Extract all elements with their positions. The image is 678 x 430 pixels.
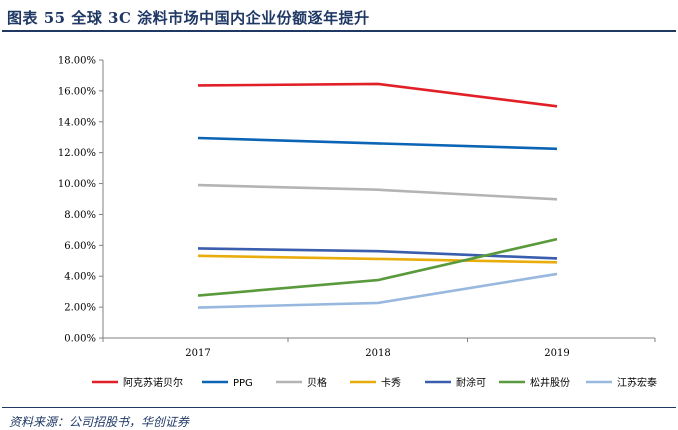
- series-line-6: [197, 237, 558, 297]
- y-tick-label: 4.00%: [64, 272, 96, 283]
- y-tick-label: 10.00%: [58, 179, 96, 190]
- y-tick-label: 6.00%: [64, 241, 96, 252]
- header-rule: [2, 30, 676, 32]
- y-tick-label: 12.00%: [58, 148, 96, 159]
- legend-label: 耐涂可: [456, 376, 486, 389]
- series-line-3: [197, 183, 558, 201]
- series-line-4: [197, 254, 558, 264]
- y-tick-label: 8.00%: [64, 210, 96, 221]
- line-chart: 0.00% 2.00% 4.00% 6.00% 8.00% 10.00% 12.00% 14.…: [58, 56, 657, 390]
- series-line-2: [197, 136, 558, 151]
- y-tick-label: 18.00%: [58, 56, 96, 67]
- source-rule: [2, 407, 676, 408]
- legend-label: 贝格: [307, 376, 327, 389]
- y-tick-label: 2.00%: [64, 303, 96, 314]
- series-layer: [197, 82, 558, 309]
- x-tick-label: 2018: [365, 348, 390, 359]
- y-axis: 0.00% 2.00% 4.00% 6.00% 8.00% 10.00% 12.00% 14.…: [58, 56, 104, 345]
- figure-source: 资料来源：公司招股书，华创证券: [9, 415, 190, 429]
- legend-label: 阿克苏诺贝尔: [123, 376, 183, 389]
- x-tick-label: 2017: [185, 348, 210, 359]
- x-tick-label: 2019: [544, 348, 569, 359]
- series-line-1: [197, 82, 558, 108]
- series-line-5: [197, 247, 558, 260]
- series-line-7: [197, 272, 558, 309]
- figure-header: 图表 55 全球 3C 涂料市场中国内企业份额逐年提升: [0, 0, 678, 32]
- x-axis: 2017 2018 2019: [102, 337, 656, 359]
- legend-label: 江苏宏泰: [617, 376, 657, 389]
- figure-title: 图表 55 全球 3C 涂料市场中国内企业份额逐年提升: [7, 9, 370, 27]
- legend-label: PPG: [233, 378, 253, 389]
- y-tick-label: 14.00%: [58, 117, 96, 128]
- legend: 阿克苏诺贝尔 PPG 贝格 卡秀 耐涂可 松井股份 江苏宏泰: [92, 376, 657, 389]
- legend-label: 卡秀: [381, 376, 401, 389]
- y-tick-label: 0.00%: [64, 334, 96, 345]
- legend-label: 松井股份: [530, 376, 570, 389]
- y-tick-label: 16.00%: [58, 86, 96, 97]
